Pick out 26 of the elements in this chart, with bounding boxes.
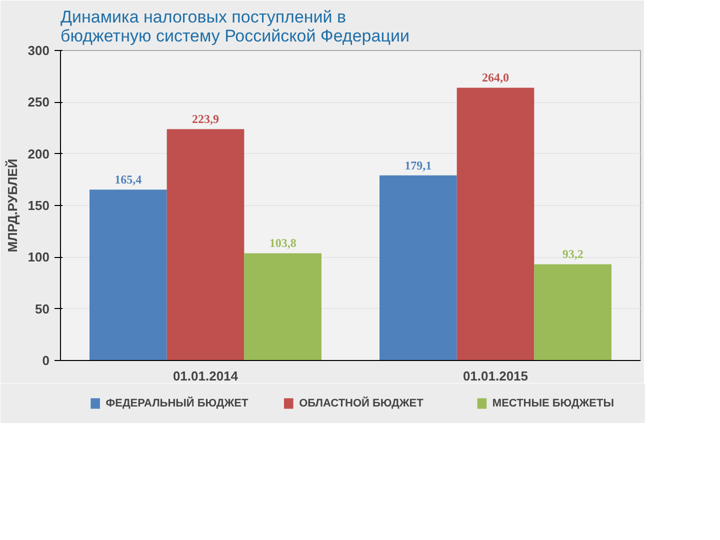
legend-label: ОБЛАСТНОЙ БЮДЖЕТ bbox=[299, 396, 424, 410]
y-tick-label: 50 bbox=[35, 301, 50, 316]
legend-label: МЕСТНЫЕ БЮДЖЕТЫ bbox=[492, 398, 614, 410]
y-tick-label: 250 bbox=[28, 94, 50, 110]
data-label: 264,0 bbox=[482, 70, 509, 85]
data-label: 103,8 bbox=[269, 236, 296, 250]
bar bbox=[244, 253, 322, 360]
data-label: 93,2 bbox=[562, 247, 584, 262]
data-label: 179,1 bbox=[404, 158, 432, 172]
y-tick-label: 300 bbox=[28, 43, 50, 58]
y-tick-label: 100 bbox=[28, 250, 50, 265]
data-label: 223,9 bbox=[192, 112, 219, 126]
x-tick-label: 01.01.2014 bbox=[172, 368, 239, 384]
data-label: 165,4 bbox=[114, 172, 142, 187]
bar bbox=[534, 264, 612, 360]
bar bbox=[90, 190, 167, 360]
chart-title: Динамика налоговых поступлений в бюджетную систему Российской Федерации bbox=[60, 8, 410, 46]
y-tick-label: 0 bbox=[42, 353, 50, 368]
bar bbox=[166, 129, 244, 360]
y-tick-label: 200 bbox=[28, 146, 50, 162]
legend-label: ФЕДЕРАЛЬНЫЙ БЮДЖЕТ bbox=[106, 396, 248, 410]
y-tick-label: 150 bbox=[28, 198, 50, 213]
bar bbox=[456, 88, 534, 360]
y-axis-title: МЛРД.РУБЛЕЙ bbox=[4, 158, 20, 252]
bar bbox=[380, 175, 457, 360]
x-tick-label: 01.01.2015 bbox=[462, 368, 528, 384]
